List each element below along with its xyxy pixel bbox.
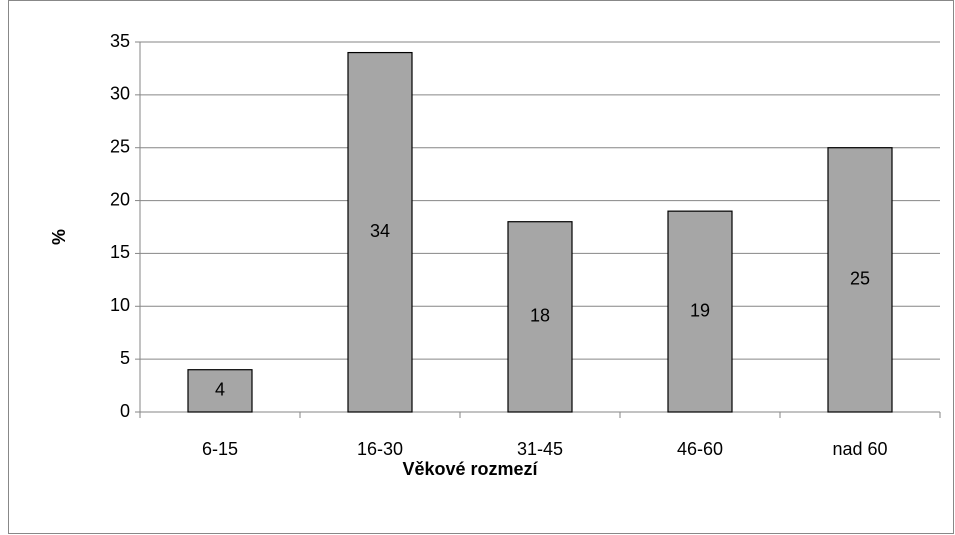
y-tick-label: 10 bbox=[110, 295, 130, 315]
y-tick-label: 35 bbox=[110, 31, 130, 51]
bar bbox=[347, 51, 413, 413]
x-tick-label: nad 60 bbox=[832, 439, 887, 459]
y-tick-label: 30 bbox=[110, 84, 130, 104]
bar bbox=[187, 369, 253, 413]
y-tick-label: 25 bbox=[110, 136, 130, 156]
y-tick-label: 5 bbox=[120, 348, 130, 368]
data-label: 25 bbox=[850, 269, 870, 289]
chart-border bbox=[8, 0, 954, 534]
bar bbox=[507, 221, 573, 413]
bar bbox=[827, 147, 893, 413]
x-tick-label: 16-30 bbox=[357, 439, 403, 459]
data-label: 4 bbox=[215, 380, 225, 400]
y-axis-label: % bbox=[49, 229, 69, 245]
x-axis-label: Věkové rozmezí bbox=[402, 459, 538, 479]
data-label: 19 bbox=[690, 300, 710, 320]
y-tick-label: 20 bbox=[110, 189, 130, 209]
data-label: 34 bbox=[370, 221, 390, 241]
bar bbox=[667, 210, 733, 413]
data-label: 18 bbox=[530, 306, 550, 326]
x-tick-label: 6-15 bbox=[202, 439, 238, 459]
x-tick-label: 31-45 bbox=[517, 439, 563, 459]
x-tick-label: 46-60 bbox=[677, 439, 723, 459]
y-tick-label: 15 bbox=[110, 242, 130, 262]
y-tick-label: 0 bbox=[120, 401, 130, 421]
